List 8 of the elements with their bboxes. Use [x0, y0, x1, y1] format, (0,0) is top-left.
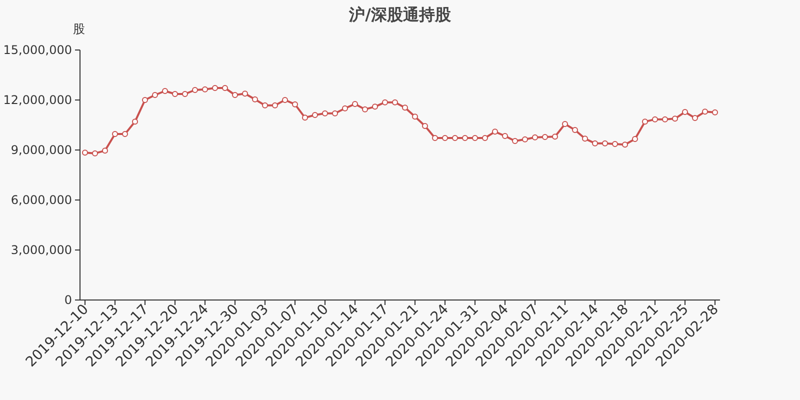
- y-axis-title: 股: [73, 22, 85, 36]
- chart-title: 沪/深股通持股: [348, 5, 452, 24]
- y-tick-label: 3,000,000: [10, 243, 72, 257]
- y-tick-label: 15,000,000: [3, 43, 72, 57]
- y-tick-label: 6,000,000: [10, 193, 72, 207]
- y-tick-label: 0: [64, 293, 72, 307]
- y-tick-label: 9,000,000: [10, 143, 72, 157]
- y-tick-label: 12,000,000: [3, 93, 72, 107]
